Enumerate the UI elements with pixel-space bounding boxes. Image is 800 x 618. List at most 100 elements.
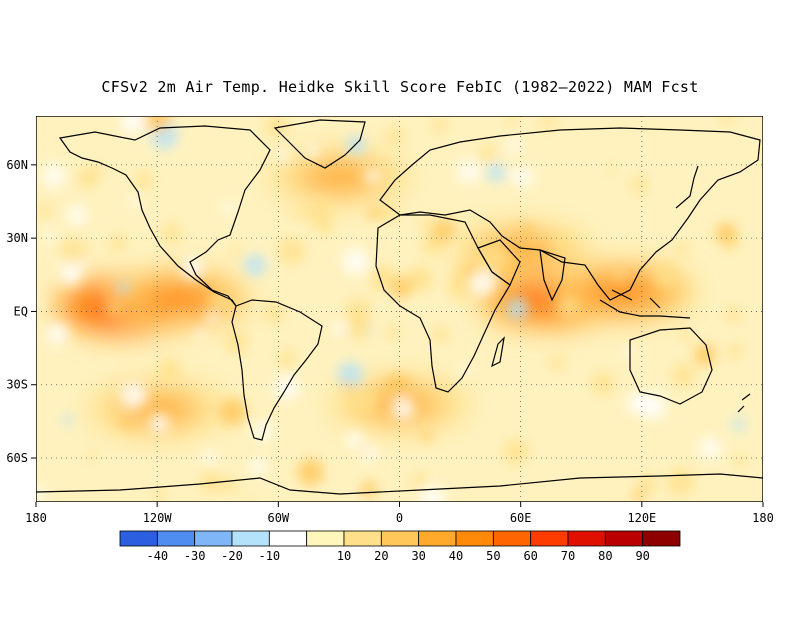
skill-patch xyxy=(431,117,447,133)
skill-patch xyxy=(389,276,413,299)
skill-patch xyxy=(725,306,742,323)
coastline-south-america xyxy=(231,299,323,441)
colorbar-swatch xyxy=(306,530,345,547)
skill-patch xyxy=(506,297,529,320)
skill-patch xyxy=(120,415,134,429)
skill-patch xyxy=(62,414,73,425)
colorbar-label: 50 xyxy=(486,549,500,563)
skill-patch xyxy=(38,203,54,218)
lat-tick-label: 60N xyxy=(6,158,28,172)
skill-patch xyxy=(278,350,296,368)
colorbar-swatch xyxy=(156,530,196,547)
lon-tick-label: 180 xyxy=(25,511,47,525)
lat-tick-label: 60S xyxy=(6,451,28,465)
skill-patch xyxy=(135,171,153,190)
skill-patch xyxy=(407,265,433,292)
colorbar-label: 20 xyxy=(374,549,388,563)
skill-patch xyxy=(278,237,306,265)
lon-tick-label: 60E xyxy=(510,511,532,525)
skill-patch xyxy=(386,127,404,145)
skill-patch xyxy=(558,295,579,317)
skill-patch xyxy=(358,444,368,455)
skill-patch xyxy=(218,398,247,426)
coastline-australia xyxy=(629,327,713,405)
coastline-eurasia xyxy=(379,127,761,301)
lon-tick-label: 180 xyxy=(752,511,774,525)
skill-patch xyxy=(130,197,140,208)
skill-patch xyxy=(36,487,46,501)
coastlines xyxy=(36,119,763,495)
colorbar-label: 90 xyxy=(635,549,649,563)
skill-patch xyxy=(87,451,97,461)
colorbar-label: 10 xyxy=(337,549,351,563)
skill-patch xyxy=(206,311,219,324)
coastline-arabia xyxy=(477,239,521,286)
colorbar-swatch xyxy=(194,530,233,547)
colorbar-swatch xyxy=(530,530,569,547)
skill-patch xyxy=(277,150,289,163)
lat-tick-label: 30S xyxy=(6,378,28,392)
skill-patch xyxy=(334,321,348,336)
skill-patch xyxy=(540,116,556,129)
skill-patch xyxy=(222,202,234,213)
skill-patch xyxy=(457,160,481,183)
skill-patch xyxy=(367,206,381,220)
colorbar-swatch xyxy=(604,530,644,547)
skill-patch xyxy=(371,280,383,292)
skill-patch xyxy=(554,230,572,249)
skill-patch xyxy=(391,397,415,421)
skill-patch xyxy=(346,316,370,340)
skill-patch xyxy=(195,329,206,340)
colorbar-swatch xyxy=(418,530,457,547)
skill-patch xyxy=(346,135,366,155)
coastline-north-america xyxy=(58,125,271,307)
skill-patch xyxy=(361,481,378,498)
colorbar-label: 60 xyxy=(523,549,537,563)
skill-core xyxy=(298,162,379,193)
skill-patch xyxy=(654,264,679,288)
skill-core xyxy=(137,284,218,315)
skill-patch xyxy=(672,364,695,387)
skill-patch xyxy=(631,176,648,194)
colorbar: -40 -30 -20 -10 10 20 30 40 50 60 70 80 90 xyxy=(119,530,681,563)
skill-patch xyxy=(36,300,41,309)
coastline-japan xyxy=(675,165,699,209)
skill-patch xyxy=(77,168,98,189)
skill-patch xyxy=(149,413,170,434)
skill-patch xyxy=(153,490,167,502)
skill-patch xyxy=(107,301,121,314)
lon-tick-label: 120E xyxy=(627,511,656,525)
coastline-antarctica xyxy=(36,473,763,495)
skill-patch xyxy=(386,326,399,339)
skill-patch xyxy=(119,381,147,409)
coastline-greenland xyxy=(273,119,366,169)
colorbar-label: -30 xyxy=(184,549,206,563)
skill-patch xyxy=(518,222,534,238)
skill-patch xyxy=(699,437,721,459)
skill-patch xyxy=(342,248,369,275)
skill-speckle xyxy=(36,116,746,502)
skill-patch xyxy=(305,199,332,226)
skill-patch xyxy=(346,431,364,448)
lon-tick-label: 120W xyxy=(143,511,173,525)
skill-patch xyxy=(623,348,633,358)
skill-patch xyxy=(613,269,626,282)
skill-patch xyxy=(715,222,737,244)
skill-core xyxy=(581,276,662,307)
map-panel xyxy=(36,116,763,502)
skill-patch xyxy=(68,205,87,225)
colorbar-swatch xyxy=(343,530,382,547)
skill-patch xyxy=(470,269,496,296)
colorbar-label: 70 xyxy=(561,549,575,563)
skill-patch xyxy=(158,358,182,382)
skill-patch xyxy=(412,472,428,488)
skill-patch xyxy=(507,139,521,153)
skill-patch xyxy=(120,116,146,134)
skill-patch xyxy=(245,497,255,502)
skill-patch xyxy=(667,468,695,496)
coastline-india xyxy=(539,249,566,302)
skill-patch xyxy=(693,343,717,367)
skill-patch xyxy=(244,254,267,276)
coastline-indonesia xyxy=(599,289,691,319)
